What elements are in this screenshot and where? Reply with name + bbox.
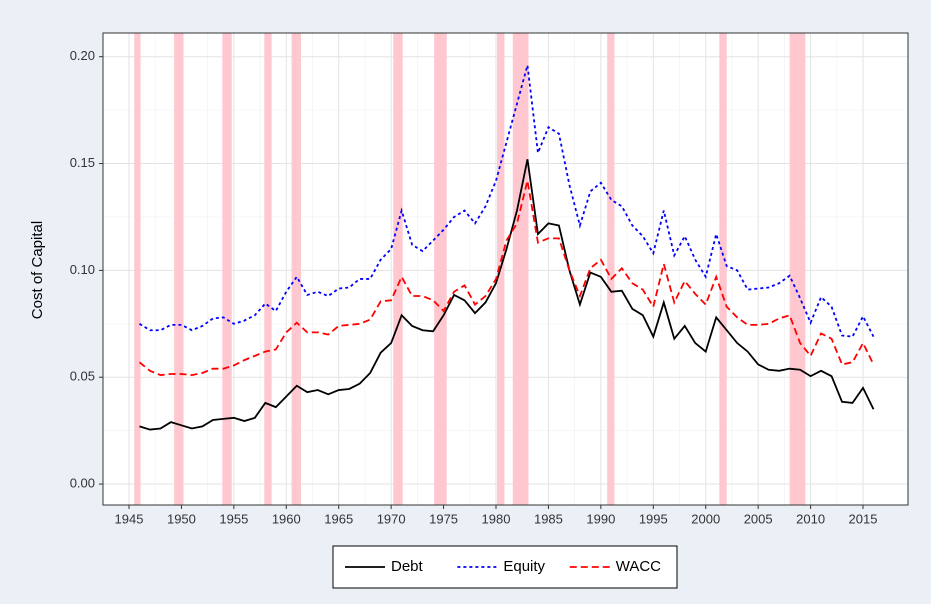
y-tick-label: 0.10 [70, 262, 95, 277]
recession-band [174, 33, 184, 505]
x-tick-label: 1970 [377, 511, 406, 526]
x-tick-label: 1965 [324, 511, 353, 526]
x-tick-label: 1980 [482, 511, 511, 526]
x-tick-label: 1950 [167, 511, 196, 526]
legend-box [332, 545, 678, 589]
series-line [139, 159, 875, 431]
x-tick-label: 2015 [849, 511, 878, 526]
x-tick-label: 2000 [691, 511, 720, 526]
recession-band [134, 33, 141, 505]
panel-border [102, 32, 909, 506]
recession-band [719, 33, 727, 505]
y-tick-label: 0.05 [70, 369, 95, 384]
recession-band [434, 33, 447, 505]
y-tick-label: 0.15 [70, 155, 95, 170]
legend-label: Debt [391, 558, 424, 575]
x-tick-label: 1990 [586, 511, 615, 526]
series-line [139, 65, 875, 338]
x-tick-label: 1985 [534, 511, 563, 526]
recession-band [607, 33, 615, 505]
y-axis-label: Cost of Capital [29, 221, 46, 319]
recession-band [393, 33, 403, 505]
recession-band [291, 33, 301, 505]
x-tick-label: 1945 [115, 511, 144, 526]
recession-band [264, 33, 272, 505]
x-tick-label: 1955 [219, 511, 248, 526]
y-tick-label: 0.20 [70, 48, 95, 63]
x-tick-label: 1960 [272, 511, 301, 526]
recession-band [512, 33, 529, 505]
y-tick-label: 0.00 [70, 475, 95, 490]
recession-band [789, 33, 806, 505]
x-tick-label: 2010 [796, 511, 825, 526]
legend-label: WACC [616, 558, 661, 575]
legend-label: Equity [503, 558, 545, 575]
x-tick-label: 2005 [744, 511, 773, 526]
x-tick-label: 1975 [429, 511, 458, 526]
plot-panel [103, 33, 908, 505]
recession-band [222, 33, 232, 505]
x-tick-label: 1995 [639, 511, 668, 526]
series-line [138, 180, 875, 377]
